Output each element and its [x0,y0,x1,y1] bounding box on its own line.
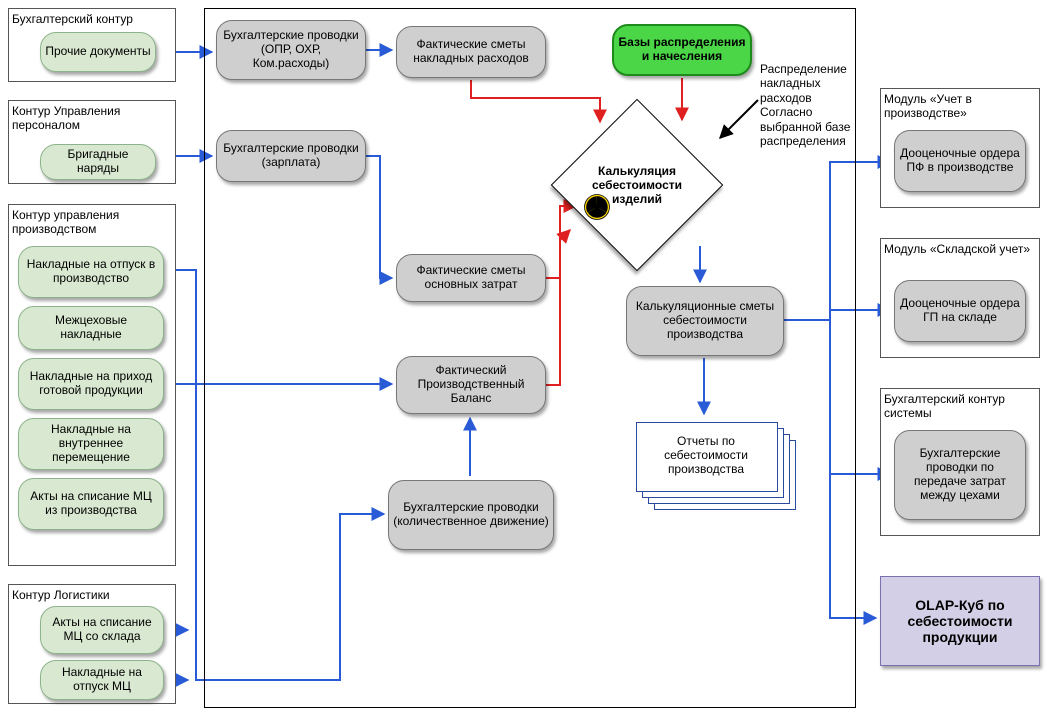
process-node-entries_opr: Бухгалтерские проводки (ОПР, ОХР, Ком.ра… [216,20,366,80]
distribution-note: Распределение накладных расходов Согласн… [760,62,860,148]
panel-title: Бухгалтерский контур системы [884,392,1036,420]
panel-item: Акты на списание МЦ из производства [18,478,164,530]
process-node-entries_salary: Бухгалтерские проводки (зарплата) [216,130,366,182]
panel-title: Контур Управления персоналом [12,104,172,132]
process-node-fact_main: Фактические сметы основных затрат [396,254,546,302]
panel-item: Бухгалтерские проводки по передаче затра… [894,430,1026,520]
panel-title: Бухгалтерский контур [12,12,172,26]
panel-item: Акты на списание МЦ со склада [40,606,164,654]
process-node-calc_sheets: Калькуляционные сметы себестоимости прои… [626,286,784,356]
radiation-icon [584,194,610,220]
panel-title: Контур управления производством [12,208,172,236]
process-node-fact_overhead: Фактические сметы накладных расходов [396,26,546,78]
panel-item: Накладные на приход готовой продукции [18,358,164,410]
process-node-fact_balance: Фактический Производственный Баланс [396,356,546,414]
panel-item: Бригадные наряды [40,144,156,180]
process-node-dist_bases: Базы распределения и начесления [612,24,752,76]
process-node-entries_qty: Бухгалтерские проводки (количественное д… [388,480,554,550]
panel-item: Накладные на внутреннее перемещение [18,418,164,470]
panel-item: Накладные на отпуск МЦ [40,660,164,700]
panel-title: Модуль «Складской учет» [884,242,1036,256]
report-label: Отчеты по себестоимости производства [636,422,776,490]
panel-title: Контур Логистики [12,588,172,602]
panel-item: Дооценочные ордера ПФ в производстве [894,130,1026,192]
panel-title: Модуль «Учет в производстве» [884,92,1036,120]
panel-item: Межцеховые накладные [18,306,164,350]
panel-item: Накладные на отпуск в производство [18,246,164,298]
panel-item: Прочие документы [40,32,156,72]
olap-cube: OLAP-Куб по себестоимости продукции [880,576,1040,666]
diagram-stage: Распределение накладных расходов Согласн… [0,0,1047,714]
panel-item: Дооценочные ордера ГП на складе [894,280,1026,342]
report-stack: Отчеты по себестоимости производства [636,422,796,510]
